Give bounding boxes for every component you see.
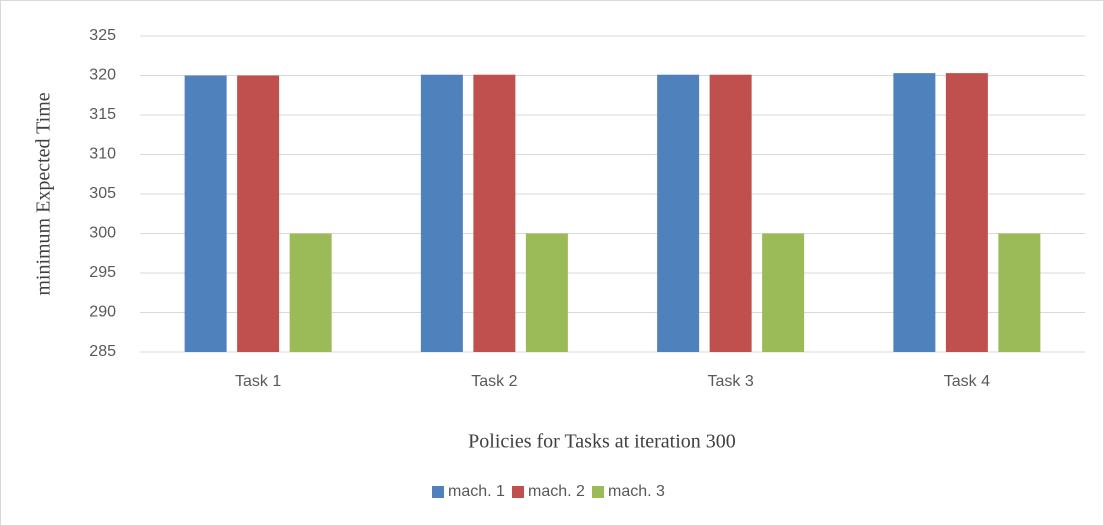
x-tick-label: Task 1	[235, 373, 281, 390]
y-tick-label: 290	[89, 304, 116, 321]
bar	[893, 73, 936, 352]
bar	[998, 233, 1041, 352]
bar	[289, 233, 332, 352]
legend-swatch	[592, 486, 604, 498]
y-axis-label: minimum Expected Time	[33, 92, 55, 295]
y-tick-label: 295	[89, 264, 116, 281]
y-tick-label: 320	[89, 67, 116, 84]
bar	[657, 74, 700, 353]
legend-label: mach. 1	[448, 483, 505, 500]
y-tick-label: 310	[89, 146, 116, 163]
x-tick-label: Task 3	[708, 373, 754, 390]
legend-swatch	[432, 486, 444, 498]
x-tick-label: Task 4	[944, 373, 990, 390]
bar	[762, 233, 805, 352]
bar	[709, 74, 752, 353]
y-tick-label: 315	[89, 106, 116, 123]
bar	[473, 74, 516, 353]
y-tick-label: 305	[89, 185, 116, 202]
bar	[237, 75, 280, 352]
legend-label: mach. 3	[608, 483, 665, 500]
y-tick-label: 300	[89, 225, 116, 242]
bar	[945, 73, 988, 352]
x-tick-label: Task 2	[471, 373, 517, 390]
x-axis-label: Policies for Tasks at iteration 300	[468, 431, 736, 453]
legend-swatch	[512, 486, 524, 498]
y-tick-label: 325	[89, 27, 116, 44]
bar	[184, 75, 227, 352]
bar	[525, 233, 568, 352]
legend-label: mach. 2	[528, 483, 585, 500]
bar	[420, 74, 463, 353]
y-tick-label: 285	[89, 343, 116, 360]
